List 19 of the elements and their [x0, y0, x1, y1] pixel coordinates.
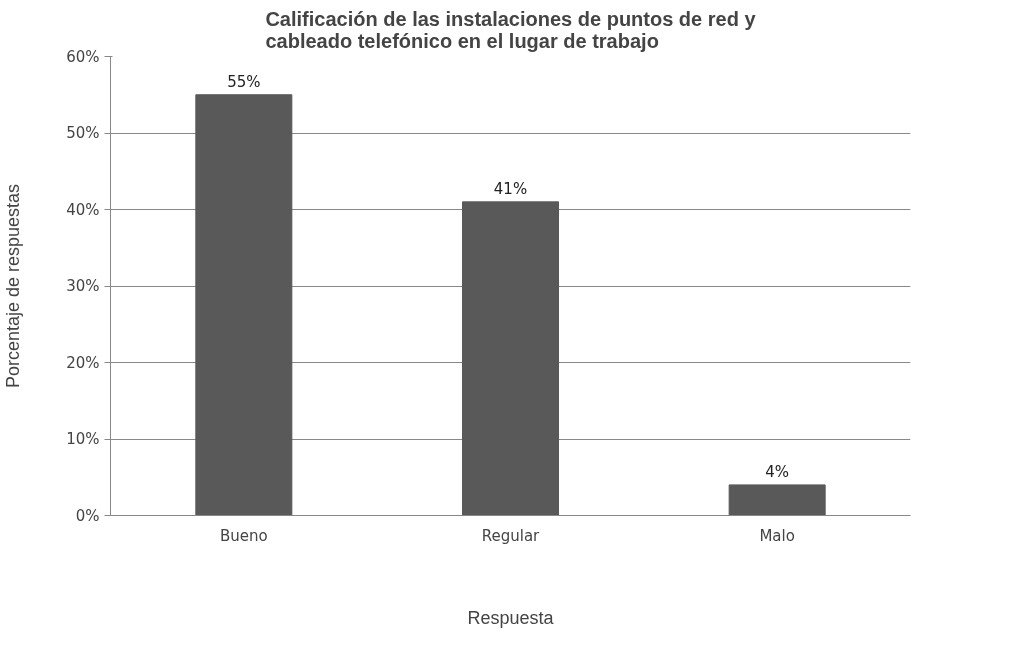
bar — [195, 94, 293, 516]
y-tick-label: 20% — [66, 353, 100, 372]
y-tick-label: 0% — [75, 506, 100, 525]
y-tick-label: 50% — [66, 124, 100, 142]
y-tick-label: 10% — [66, 430, 100, 448]
bar — [728, 484, 826, 516]
x-tick-label: Regular — [481, 526, 541, 545]
y-tick-label: 40% — [66, 200, 100, 219]
x-tick-label: Malo — [759, 526, 795, 545]
data-label: 41% — [493, 179, 528, 198]
x-axis-title: Respuesta — [467, 607, 555, 628]
chart-title: Calificación de las instalaciones de puntos de red y cableado telefónico en el lugar de trabajo — [265, 7, 757, 52]
y-axis-title: Porcentaje de respuestas — [3, 183, 24, 389]
x-tick-label: Bueno — [219, 526, 268, 545]
data-label: 55% — [227, 72, 261, 91]
y-tick-label: 60% — [66, 47, 100, 66]
bar — [462, 201, 559, 516]
y-tick-label: 30% — [66, 277, 100, 295]
data-label: 4% — [765, 462, 790, 481]
